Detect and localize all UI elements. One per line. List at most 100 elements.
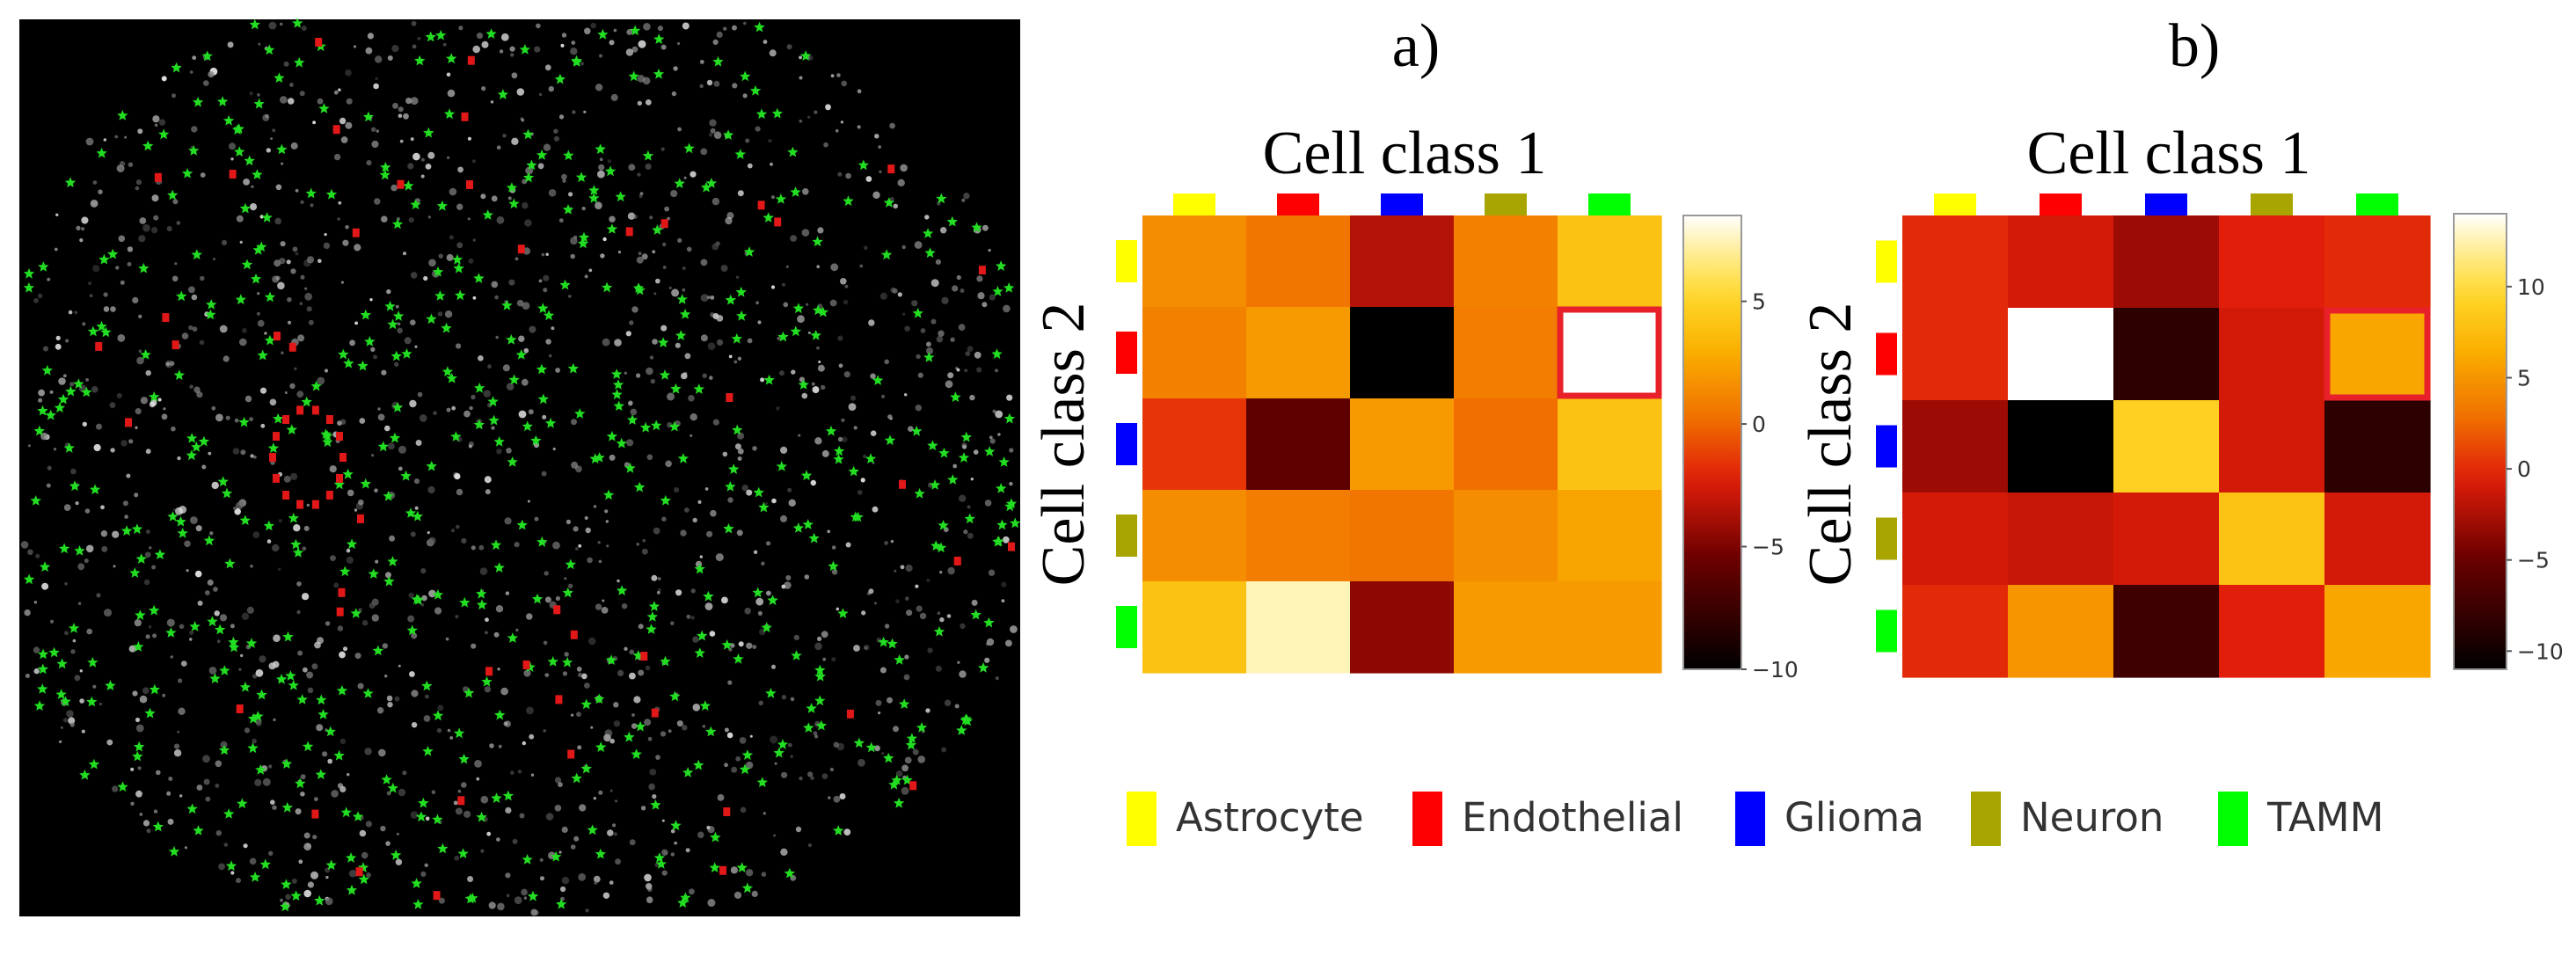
nucleus-dot (428, 589, 436, 598)
nucleus-dot (821, 384, 826, 390)
legend-swatch (1127, 792, 1157, 846)
nucleus-dot (81, 216, 89, 224)
nucleus-dot (607, 829, 614, 836)
tamm-marker (256, 689, 267, 700)
nucleus-dot (340, 281, 344, 284)
endothelial-marker (953, 556, 961, 566)
nucleus-dot (624, 462, 631, 468)
nucleus-dot (989, 438, 996, 444)
tamm-marker (318, 103, 330, 113)
tamm-marker (345, 852, 357, 863)
nucleus-dot (325, 875, 329, 879)
nucleus-dot (380, 825, 386, 832)
nucleus-dot (510, 770, 514, 775)
tamm-marker (292, 18, 303, 28)
tamm-marker (906, 733, 918, 744)
nucleus-dot (947, 566, 955, 575)
nucleus-dot (780, 514, 787, 522)
nucleus-dot (365, 821, 372, 828)
tamm-marker (490, 539, 502, 551)
nucleus-dot (742, 93, 748, 99)
tamm-marker (493, 562, 505, 573)
tamm-marker (992, 536, 1003, 547)
tamm-marker (677, 453, 690, 463)
nucleus-dot (676, 720, 683, 727)
heatmap-cell (1454, 581, 1558, 674)
legend-item-astrocyte: Astrocyte (1127, 792, 1364, 846)
tamm-marker (223, 114, 235, 126)
tamm-marker (616, 585, 628, 595)
tamm-marker (209, 673, 221, 683)
nucleus-dot (736, 275, 740, 279)
nucleus-dot (746, 642, 753, 649)
nucleus-dot (510, 53, 514, 57)
nucleus-dot (757, 610, 763, 617)
nucleus-dot (38, 389, 45, 397)
endothelial-marker (485, 667, 493, 676)
nucleus-dot (651, 574, 658, 581)
nucleus-dot (566, 519, 572, 525)
nucleus-dot (541, 471, 547, 477)
nucleus-dot (192, 326, 198, 332)
nucleus-dot (338, 201, 342, 205)
tamm-marker (880, 249, 893, 260)
tamm-marker (642, 150, 654, 161)
nucleus-dot (766, 590, 771, 596)
tamm-marker (683, 142, 695, 154)
nucleus-dot (230, 157, 234, 161)
nucleus-dot (382, 643, 388, 649)
nucleus-dot (790, 755, 793, 758)
tamm-marker (653, 33, 665, 44)
tamm-marker (848, 465, 859, 477)
nucleus-dot (135, 724, 144, 733)
nucleus-dot (487, 364, 492, 369)
nucleus-dot (191, 126, 198, 133)
nucleus-dot (291, 878, 297, 884)
tamm-marker (613, 400, 624, 412)
nucleus-dot (337, 783, 344, 789)
tamm-marker (682, 767, 694, 777)
nucleus-dot (734, 443, 741, 450)
nucleus-dot (118, 235, 126, 243)
nucleus-dot (564, 577, 567, 580)
nucleus-dot (806, 303, 809, 306)
nucleus-dot (737, 456, 742, 461)
tamm-marker (216, 96, 229, 106)
tamm-marker (733, 653, 744, 664)
tamm-marker (285, 670, 296, 681)
nucleus-dot (732, 25, 737, 31)
nucleus-dot (79, 698, 84, 704)
tamm-marker (693, 759, 704, 770)
nucleus-dot (153, 809, 158, 814)
nucleus-dot (733, 360, 738, 364)
tamm-marker (173, 369, 185, 380)
tamm-marker (39, 561, 51, 573)
nucleus-dot (570, 253, 575, 259)
tamm-marker (802, 519, 814, 529)
tamm-marker (536, 363, 548, 375)
nucleus-dot (660, 731, 667, 737)
tamm-marker (646, 611, 658, 622)
tamm-marker (389, 432, 401, 443)
nucleus-dot (930, 279, 939, 288)
nucleus-dot (197, 600, 203, 606)
endothelial-marker (522, 660, 530, 669)
nucleus-dot (836, 73, 841, 77)
tamm-marker (894, 654, 905, 665)
tamm-marker (263, 520, 274, 531)
nucleus-dot (956, 274, 961, 281)
tamm-marker (825, 425, 837, 436)
nucleus-dot (451, 529, 455, 533)
tamm-marker (828, 560, 839, 572)
nucleus-dot (137, 128, 143, 135)
nucleus-dot (27, 549, 33, 556)
tamm-marker (384, 301, 396, 311)
tamm-marker (604, 165, 617, 177)
heatmap-cell (1558, 215, 1662, 308)
legend: Astrocyte Endothelial Glioma Neuron TAMM (1127, 792, 2383, 846)
tamm-marker (358, 873, 369, 885)
tamm-marker (650, 799, 661, 810)
nucleus-dot (409, 671, 415, 677)
nucleus-dot (724, 727, 729, 733)
